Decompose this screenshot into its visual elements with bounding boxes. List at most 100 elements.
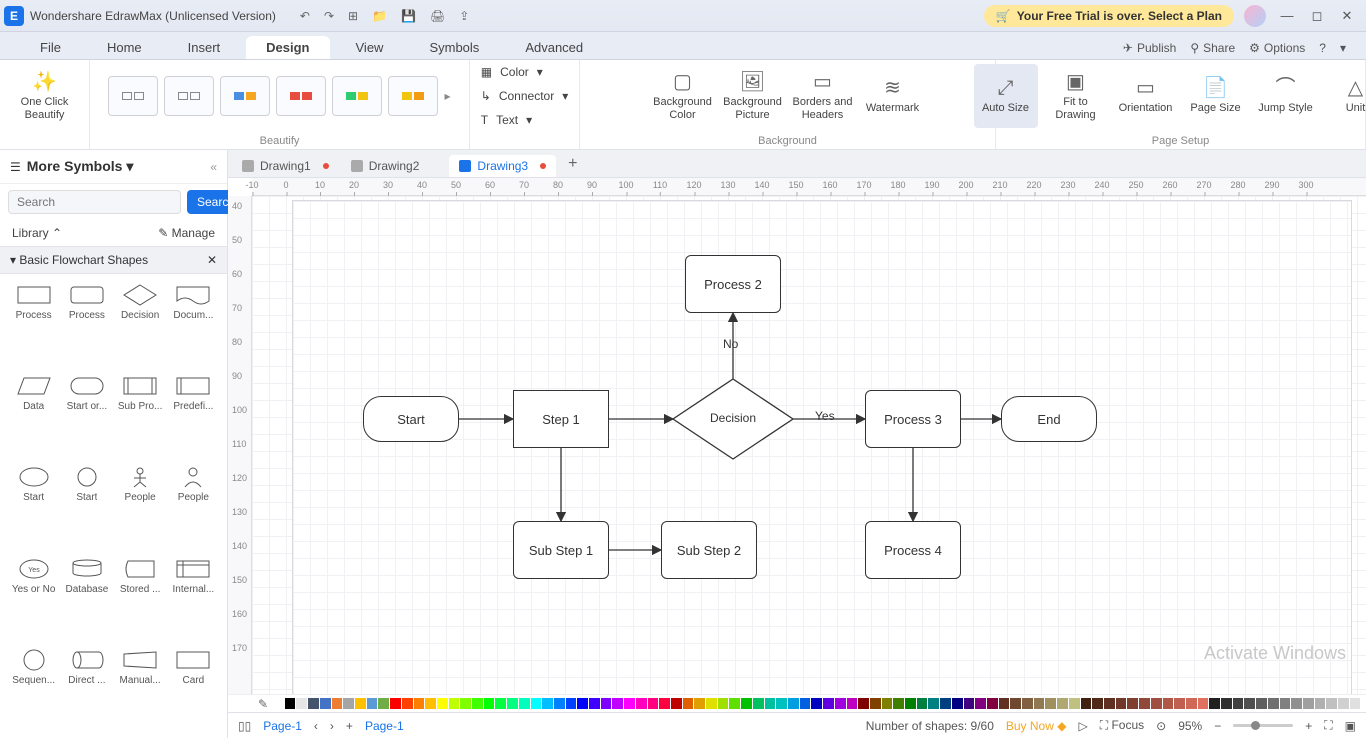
shape-category-header[interactable]: ▾ Basic Flowchart Shapes ✕ (0, 246, 227, 274)
theme-swatch-1[interactable] (108, 76, 158, 116)
next-page-icon[interactable]: › (330, 719, 334, 733)
color-swatch[interactable] (987, 698, 998, 709)
shape-item[interactable]: Start (61, 462, 112, 549)
watermark-button[interactable]: ≋Watermark (861, 64, 925, 128)
panel-toggle-icon[interactable]: ▣ (1345, 719, 1356, 733)
shape-item[interactable]: YesYes or No (8, 554, 59, 641)
unit-button[interactable]: △Unit (1324, 64, 1366, 128)
zoom-slider[interactable] (1233, 724, 1293, 727)
color-swatch[interactable] (566, 698, 577, 709)
color-swatch[interactable] (753, 698, 764, 709)
color-swatch[interactable] (741, 698, 752, 709)
color-swatch[interactable] (1174, 698, 1185, 709)
color-swatch[interactable] (577, 698, 588, 709)
one-click-beautify-button[interactable]: ✨One Click Beautify (13, 64, 77, 128)
help-icon[interactable]: ? (1319, 41, 1326, 55)
color-swatch[interactable] (378, 698, 389, 709)
color-swatch[interactable] (612, 698, 623, 709)
color-swatch[interactable] (917, 698, 928, 709)
color-swatch[interactable] (1209, 698, 1220, 709)
shape-item[interactable]: Direct ... (61, 645, 112, 732)
shape-item[interactable]: Database (61, 554, 112, 641)
menu-view[interactable]: View (336, 36, 404, 59)
color-swatch[interactable] (964, 698, 975, 709)
color-swatch[interactable] (882, 698, 893, 709)
connector-dropdown[interactable]: ↳ Connector ▾ (477, 85, 572, 107)
shape-item[interactable]: People (115, 462, 166, 549)
status-page-left[interactable]: Page-1 (263, 719, 302, 733)
color-swatch[interactable] (1268, 698, 1279, 709)
color-swatch[interactable] (449, 698, 460, 709)
color-swatch[interactable] (1198, 698, 1209, 709)
color-swatch[interactable] (507, 698, 518, 709)
shape-item[interactable]: Manual... (115, 645, 166, 732)
color-swatch[interactable] (332, 698, 343, 709)
theme-swatch-3[interactable] (220, 76, 270, 116)
color-swatch[interactable] (437, 698, 448, 709)
color-swatch[interactable] (1280, 698, 1291, 709)
color-swatch[interactable] (1116, 698, 1127, 709)
color-swatch[interactable] (975, 698, 986, 709)
share-button[interactable]: ⚲ Share (1190, 41, 1235, 55)
color-swatch[interactable] (308, 698, 319, 709)
color-swatch[interactable] (729, 698, 740, 709)
orientation-button[interactable]: ▭Orientation (1114, 64, 1178, 128)
shape-item[interactable]: Card (168, 645, 219, 732)
shape-item[interactable]: Predefi... (168, 371, 219, 458)
add-tab-button[interactable]: + (558, 151, 587, 177)
color-swatch[interactable] (905, 698, 916, 709)
save-icon[interactable]: 💾 (401, 9, 416, 23)
flow-node-process2[interactable]: Process 2 (685, 255, 781, 313)
document-tab[interactable]: Drawing1 (232, 155, 339, 177)
color-swatch[interactable] (1045, 698, 1056, 709)
color-swatch[interactable] (1069, 698, 1080, 709)
shape-item[interactable]: Internal... (168, 554, 219, 641)
color-swatch[interactable] (1057, 698, 1068, 709)
page-layout-icon[interactable]: ▯▯ (238, 719, 251, 733)
document-tab[interactable]: Drawing3 (449, 155, 556, 177)
new-icon[interactable]: ⊞ (348, 9, 358, 23)
flow-node-step1[interactable]: Step 1 (513, 390, 609, 448)
undo-icon[interactable]: ↶ (300, 9, 310, 23)
more-symbols-dropdown[interactable]: More Symbols ▾ (27, 158, 205, 175)
color-swatch[interactable] (928, 698, 939, 709)
close-category-icon[interactable]: ✕ (207, 253, 217, 267)
menu-insert[interactable]: Insert (168, 36, 241, 59)
color-swatch[interactable] (1303, 698, 1314, 709)
background-picture-button[interactable]: 🖼Background Picture (721, 64, 785, 128)
color-swatch[interactable] (952, 698, 963, 709)
shape-item[interactable]: Docum... (168, 280, 219, 367)
color-swatch[interactable] (648, 698, 659, 709)
color-swatch[interactable] (683, 698, 694, 709)
flow-node-end[interactable]: End (1001, 396, 1097, 442)
color-swatch[interactable] (554, 698, 565, 709)
color-swatch[interactable] (1233, 698, 1244, 709)
presentation-icon[interactable]: ▷ (1078, 719, 1087, 733)
color-swatch[interactable] (1291, 698, 1302, 709)
color-swatch[interactable] (320, 698, 331, 709)
color-swatch[interactable] (999, 698, 1010, 709)
background-color-button[interactable]: ▢Background Color (651, 64, 715, 128)
trial-banner[interactable]: 🛒 Your Free Trial is over. Select a Plan (984, 5, 1234, 27)
theme-swatch-2[interactable] (164, 76, 214, 116)
color-swatch[interactable] (1139, 698, 1150, 709)
collapse-ribbon-icon[interactable]: ▾ (1340, 41, 1346, 55)
shape-item[interactable]: Sub Pro... (115, 371, 166, 458)
fit-page-icon[interactable]: ⛶ (1324, 718, 1332, 733)
color-swatch[interactable] (1034, 698, 1045, 709)
color-swatch[interactable] (601, 698, 612, 709)
color-swatch[interactable] (472, 698, 483, 709)
color-swatch[interactable] (519, 698, 530, 709)
color-swatch[interactable] (589, 698, 600, 709)
color-swatch[interactable] (367, 698, 378, 709)
color-swatch[interactable] (893, 698, 904, 709)
menu-home[interactable]: Home (87, 36, 162, 59)
focus-button[interactable]: ⛶ Focus (1100, 718, 1144, 733)
color-swatch[interactable] (776, 698, 787, 709)
manage-link[interactable]: ✎ Manage (158, 226, 215, 240)
zoom-out-icon[interactable]: − (1214, 719, 1221, 733)
minimize-button[interactable]: — (1272, 8, 1302, 23)
flow-node-decision[interactable]: Decision (673, 411, 793, 425)
color-swatch[interactable] (636, 698, 647, 709)
color-swatch[interactable] (343, 698, 354, 709)
